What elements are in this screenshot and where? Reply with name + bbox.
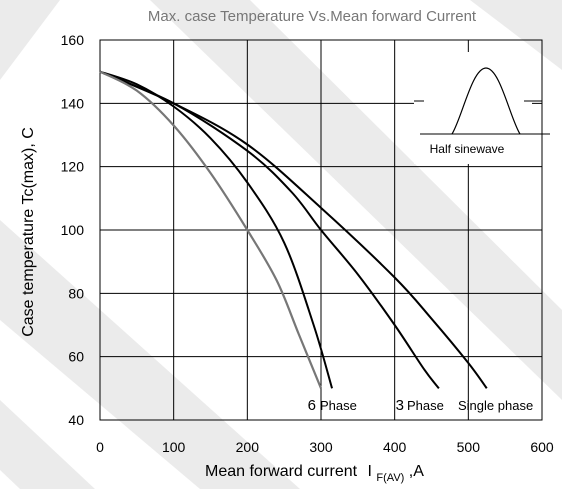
series-label-6-number: 6	[308, 397, 316, 414]
x-tick-label: 100	[162, 439, 186, 455]
series-line-gray	[99, 70, 323, 389]
series-label-6-name: Phase	[320, 398, 357, 413]
x-tick-label: 0	[96, 439, 104, 455]
chart-title: Max. case Temperature Vs.Mean forward Cu…	[148, 8, 477, 25]
x-axis-label-subscript: F(AV)	[376, 472, 404, 484]
y-tick-label: 140	[61, 95, 85, 111]
inset-background	[414, 52, 532, 164]
x-tick-label: 300	[309, 439, 333, 455]
inset-label: Half sinewave	[430, 142, 505, 156]
series-label-3-name: Phase	[407, 398, 444, 413]
x-tick-label: 200	[236, 439, 260, 455]
series-labels: 6 Phase 3 Phase Single phase	[308, 397, 534, 414]
y-tick-label: 120	[61, 159, 85, 175]
plot-frame	[99, 39, 543, 421]
x-tick-labels: 0 100 200 300 400 500 600	[96, 439, 554, 455]
y-tick-label: 160	[61, 32, 85, 48]
x-axis-label: Mean forward current I F(AV) ,A	[205, 463, 424, 485]
y-tick-label: 40	[68, 412, 84, 428]
half-sinewave-icon	[451, 67, 521, 135]
half-sinewave-inset: Half sinewave	[414, 52, 550, 164]
x-axis-label-unit: ,A	[409, 463, 424, 480]
series-line-6-phase	[99, 70, 334, 389]
series-label-single: Single phase	[458, 398, 533, 413]
y-axis-label: Case temperature Tc(max), C	[20, 127, 37, 337]
y-tick-labels: 40 60 80 100 120 140 160	[61, 32, 85, 428]
x-tick-label: 600	[530, 439, 554, 455]
y-tick-label: 100	[61, 222, 85, 238]
series-label-3-number: 3	[396, 397, 404, 414]
x-tick-label: 400	[383, 439, 407, 455]
series-lines	[99, 70, 488, 389]
x-axis-label-main: Mean forward current	[205, 463, 358, 480]
y-tick-label: 60	[68, 349, 84, 365]
y-tick-label: 80	[68, 285, 84, 301]
series-line-single-phase	[99, 70, 488, 389]
x-axis-label-symbol: I	[368, 463, 372, 480]
x-tick-label: 500	[457, 439, 481, 455]
